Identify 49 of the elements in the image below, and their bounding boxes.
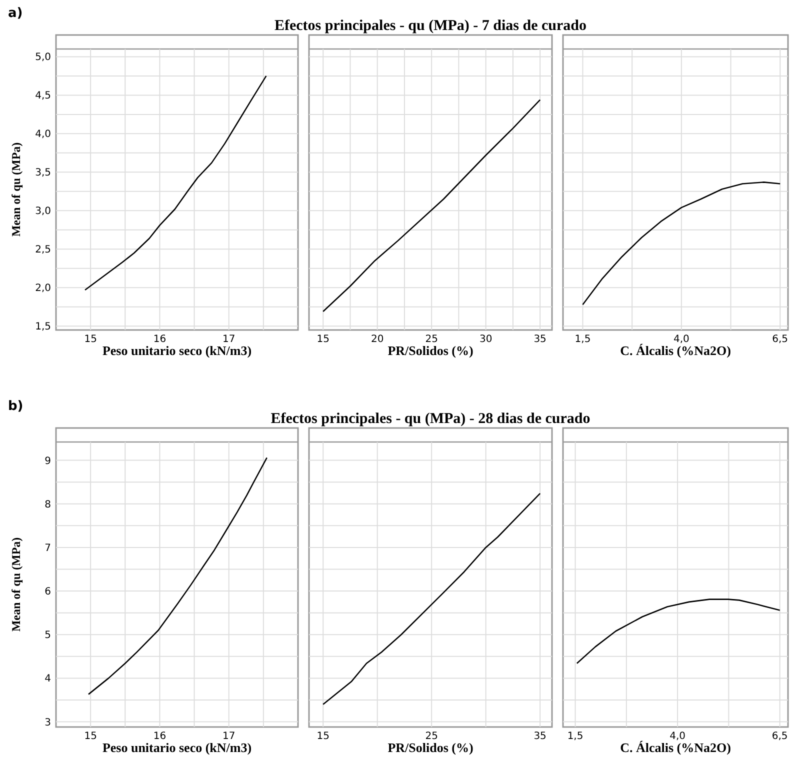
x-tick-label: 1,5	[567, 731, 584, 742]
x-tick-label: 35	[534, 334, 546, 345]
x-axis-title: C. Álcalis (%Na2O)	[620, 740, 731, 755]
y-axis-title: Mean of qu (MPa)	[9, 537, 23, 632]
y-tick-label: 3,5	[35, 168, 51, 179]
text: b)	[8, 399, 24, 414]
x-tick-label: 6,5	[772, 731, 788, 742]
chart-title: Efectos principales - qu (MPa) - 28 dias de curado	[270, 411, 590, 427]
x-axis-title: Peso unitario seco (kN/m3)	[102, 343, 252, 358]
y-tick-label: 3,0	[35, 206, 51, 218]
y-tick-label: 9	[44, 456, 51, 467]
y-tick-label: 4,5	[35, 90, 51, 102]
y-tick-label: 5,0	[35, 52, 51, 64]
y-tick-label: 5	[44, 630, 51, 642]
x-tick-label: 4,0	[673, 334, 690, 345]
y-tick-label: 4,0	[35, 129, 51, 140]
x-tick-label: 4,0	[670, 731, 686, 742]
y-tick-label: 7	[44, 542, 51, 554]
x-tick-label: 25	[425, 731, 438, 742]
x-tick-label: 16	[153, 731, 166, 742]
x-tick-label: 17	[222, 334, 236, 345]
x-axis-title: Peso unitario seco (kN/m3)	[102, 740, 252, 755]
y-tick-label: 2,5	[35, 244, 51, 256]
y-tick-label: 3	[44, 717, 51, 728]
x-tick-label: 15	[316, 334, 330, 345]
text: a)	[8, 6, 23, 21]
y-tick-label: 8	[44, 499, 51, 510]
x-tick-label: 15	[316, 731, 330, 742]
y-axis-title: Mean of qu (MPa)	[9, 142, 23, 237]
y-tick-label: 6	[44, 586, 51, 598]
x-tick-label: 35	[534, 731, 546, 742]
x-axis-title: PR/Solidos (%)	[388, 343, 474, 358]
x-tick-label: 15	[84, 731, 97, 742]
x-tick-label: 20	[370, 334, 384, 345]
y-tick-label: 2,0	[35, 283, 51, 294]
x-tick-label: 1,5	[574, 334, 591, 345]
x-tick-label: 16	[153, 334, 166, 345]
x-tick-label: 15	[84, 334, 97, 345]
line-series	[88, 457, 268, 695]
x-tick-label: 25	[425, 334, 438, 345]
x-tick-label: 6,5	[772, 334, 788, 345]
x-axis-title: PR/Solidos (%)	[388, 740, 474, 755]
x-tick-label: 30	[479, 334, 492, 345]
line-series	[84, 75, 267, 291]
y-tick-label: 4	[44, 674, 51, 685]
y-tick-label: 1,5	[35, 322, 51, 333]
chart-title: Efectos principales - qu (MPa) - 7 dias de curado	[274, 18, 587, 34]
x-axis-title: C. Álcalis (%Na2O)	[620, 343, 731, 358]
x-tick-label: 17	[222, 731, 236, 742]
